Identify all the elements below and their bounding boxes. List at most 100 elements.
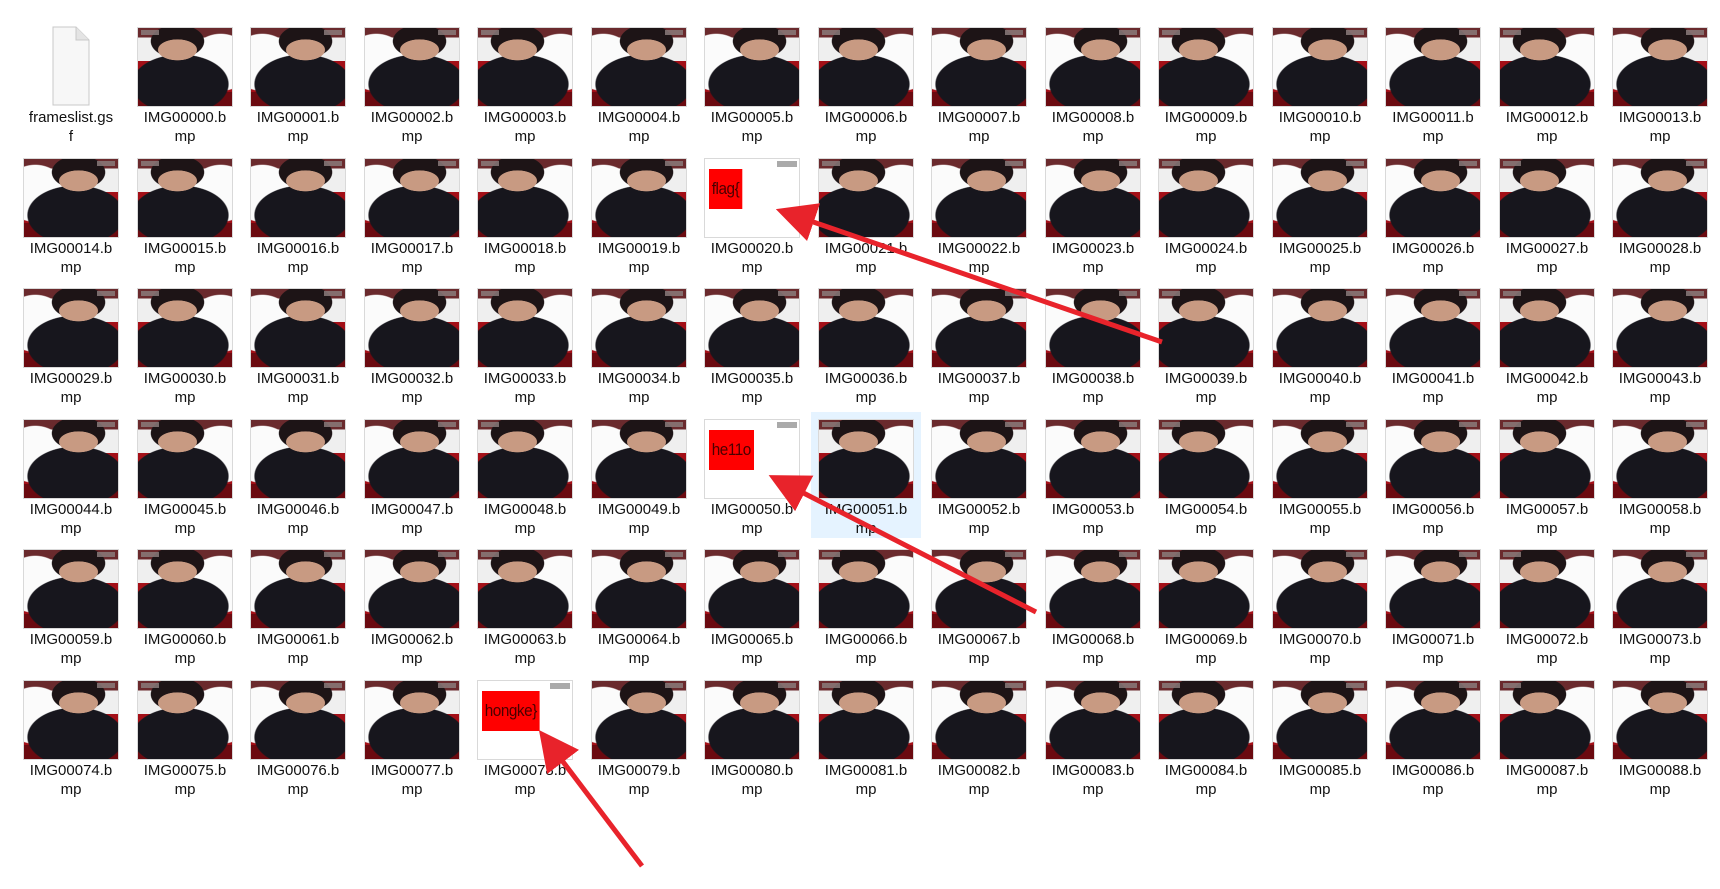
- file-name-line1: IMG00053.b: [1051, 501, 1135, 518]
- file-item[interactable]: IMG00072.b mp: [1492, 542, 1602, 668]
- file-item[interactable]: IMG00019.b mp: [584, 151, 694, 277]
- file-item[interactable]: IMG00024.b mp: [1151, 151, 1261, 277]
- file-item[interactable]: IMG00069.b mp: [1151, 542, 1261, 668]
- file-item[interactable]: IMG00037.b mp: [924, 281, 1034, 407]
- file-item[interactable]: IMG00038.b mp: [1038, 281, 1148, 407]
- file-item[interactable]: IMG00052.b mp: [924, 412, 1034, 538]
- file-name-line2: mp: [1082, 520, 1104, 537]
- file-item[interactable]: IMG00042.b mp: [1492, 281, 1602, 407]
- file-item[interactable]: IMG00046.b mp: [243, 412, 353, 538]
- file-item[interactable]: IMG00027.b mp: [1492, 151, 1602, 277]
- file-item[interactable]: IMG00035.b mp: [697, 281, 807, 407]
- file-item[interactable]: IMG00071.b mp: [1378, 542, 1488, 668]
- file-item[interactable]: IMG00006.b mp: [811, 20, 921, 146]
- file-item[interactable]: IMG00067.b mp: [924, 542, 1034, 668]
- file-item[interactable]: IMG00077.b mp: [357, 673, 467, 799]
- file-item[interactable]: IMG00034.b mp: [584, 281, 694, 407]
- file-item[interactable]: hongke} IMG00078.b mp: [470, 673, 580, 799]
- file-name-line1: IMG00059.b: [29, 631, 113, 648]
- file-item[interactable]: IMG00070.b mp: [1265, 542, 1375, 668]
- file-name-line1: IMG00088.b: [1618, 762, 1702, 779]
- file-item[interactable]: flag{IMG00020.b mp: [697, 151, 807, 277]
- file-item[interactable]: IMG00084.b mp: [1151, 673, 1261, 799]
- file-item[interactable]: IMG00064.b mp: [584, 542, 694, 668]
- file-item[interactable]: IMG00059.b mp: [16, 542, 126, 668]
- file-item[interactable]: IMG00008.b mp: [1038, 20, 1148, 146]
- file-item[interactable]: IMG00082.b mp: [924, 673, 1034, 799]
- file-item[interactable]: IMG00005.b mp: [697, 20, 807, 146]
- file-item[interactable]: IMG00000.b mp: [130, 20, 240, 146]
- file-item[interactable]: IMG00022.b mp: [924, 151, 1034, 277]
- file-item[interactable]: IMG00057.b mp: [1492, 412, 1602, 538]
- file-item[interactable]: IMG00004.b mp: [584, 20, 694, 146]
- file-item[interactable]: IMG00009.b mp: [1151, 20, 1261, 146]
- file-item[interactable]: IMG00012.b mp: [1492, 20, 1602, 146]
- file-item[interactable]: IMG00029.b mp: [16, 281, 126, 407]
- file-item[interactable]: IMG00041.b mp: [1378, 281, 1488, 407]
- file-item[interactable]: IMG00083.b mp: [1038, 673, 1148, 799]
- file-name-label: IMG00017.b mp: [357, 239, 467, 277]
- file-item[interactable]: IMG00030.b mp: [130, 281, 240, 407]
- file-item[interactable]: IMG00047.b mp: [357, 412, 467, 538]
- file-item[interactable]: IMG00054.b mp: [1151, 412, 1261, 538]
- file-item[interactable]: IMG00001.b mp: [243, 20, 353, 146]
- file-item[interactable]: IMG00044.b mp: [16, 412, 126, 538]
- file-item[interactable]: IMG00049.b mp: [584, 412, 694, 538]
- file-item[interactable]: IMG00043.b mp: [1605, 281, 1715, 407]
- file-item[interactable]: IMG00010.b mp: [1265, 20, 1375, 146]
- file-item[interactable]: IMG00085.b mp: [1265, 673, 1375, 799]
- file-item[interactable]: IMG00011.b mp: [1378, 20, 1488, 146]
- file-item[interactable]: IMG00076.b mp: [243, 673, 353, 799]
- file-item[interactable]: he11o IMG00050.b mp: [697, 412, 807, 538]
- file-item[interactable]: IMG00013.b mp: [1605, 20, 1715, 146]
- file-item[interactable]: IMG00048.b mp: [470, 412, 580, 538]
- file-item[interactable]: IMG00056.b mp: [1378, 412, 1488, 538]
- file-item[interactable]: frameslist.gs f: [16, 20, 126, 146]
- file-item[interactable]: IMG00007.b mp: [924, 20, 1034, 146]
- file-item[interactable]: IMG00028.b mp: [1605, 151, 1715, 277]
- file-item[interactable]: IMG00055.b mp: [1265, 412, 1375, 538]
- file-item[interactable]: IMG00051.b mp: [811, 412, 921, 538]
- file-item[interactable]: IMG00061.b mp: [243, 542, 353, 668]
- file-item[interactable]: IMG00018.b mp: [470, 151, 580, 277]
- file-item[interactable]: IMG00039.b mp: [1151, 281, 1261, 407]
- file-item[interactable]: IMG00032.b mp: [357, 281, 467, 407]
- file-item[interactable]: IMG00079.b mp: [584, 673, 694, 799]
- file-item[interactable]: IMG00015.b mp: [130, 151, 240, 277]
- file-item[interactable]: IMG00014.b mp: [16, 151, 126, 277]
- file-item[interactable]: IMG00025.b mp: [1265, 151, 1375, 277]
- file-item[interactable]: IMG00075.b mp: [130, 673, 240, 799]
- file-item[interactable]: IMG00002.b mp: [357, 20, 467, 146]
- file-item[interactable]: IMG00065.b mp: [697, 542, 807, 668]
- file-item[interactable]: IMG00060.b mp: [130, 542, 240, 668]
- file-item[interactable]: IMG00081.b mp: [811, 673, 921, 799]
- file-item[interactable]: IMG00080.b mp: [697, 673, 807, 799]
- file-item[interactable]: IMG00073.b mp: [1605, 542, 1715, 668]
- file-item[interactable]: IMG00058.b mp: [1605, 412, 1715, 538]
- file-item[interactable]: IMG00026.b mp: [1378, 151, 1488, 277]
- file-item[interactable]: IMG00017.b mp: [357, 151, 467, 277]
- file-item[interactable]: IMG00023.b mp: [1038, 151, 1148, 277]
- file-item[interactable]: IMG00068.b mp: [1038, 542, 1148, 668]
- file-item[interactable]: IMG00088.b mp: [1605, 673, 1715, 799]
- file-item[interactable]: IMG00040.b mp: [1265, 281, 1375, 407]
- file-item[interactable]: IMG00016.b mp: [243, 151, 353, 277]
- file-item[interactable]: IMG00063.b mp: [470, 542, 580, 668]
- file-name-line1: IMG00084.b: [1164, 762, 1248, 779]
- file-item[interactable]: IMG00086.b mp: [1378, 673, 1488, 799]
- file-item[interactable]: IMG00074.b mp: [16, 673, 126, 799]
- file-name-line1: IMG00051.b: [824, 501, 908, 518]
- file-item[interactable]: IMG00031.b mp: [243, 281, 353, 407]
- image-thumbnail: [24, 420, 118, 498]
- file-item[interactable]: IMG00053.b mp: [1038, 412, 1148, 538]
- file-item[interactable]: IMG00087.b mp: [1492, 673, 1602, 799]
- file-item[interactable]: IMG00062.b mp: [357, 542, 467, 668]
- file-name-line1: IMG00075.b: [143, 762, 227, 779]
- file-item[interactable]: IMG00033.b mp: [470, 281, 580, 407]
- file-item[interactable]: IMG00021.b mp: [811, 151, 921, 277]
- file-item[interactable]: IMG00003.b mp: [470, 20, 580, 146]
- file-item[interactable]: IMG00045.b mp: [130, 412, 240, 538]
- file-item[interactable]: IMG00036.b mp: [811, 281, 921, 407]
- file-name-label: IMG00050.b mp: [697, 500, 807, 538]
- file-item[interactable]: IMG00066.b mp: [811, 542, 921, 668]
